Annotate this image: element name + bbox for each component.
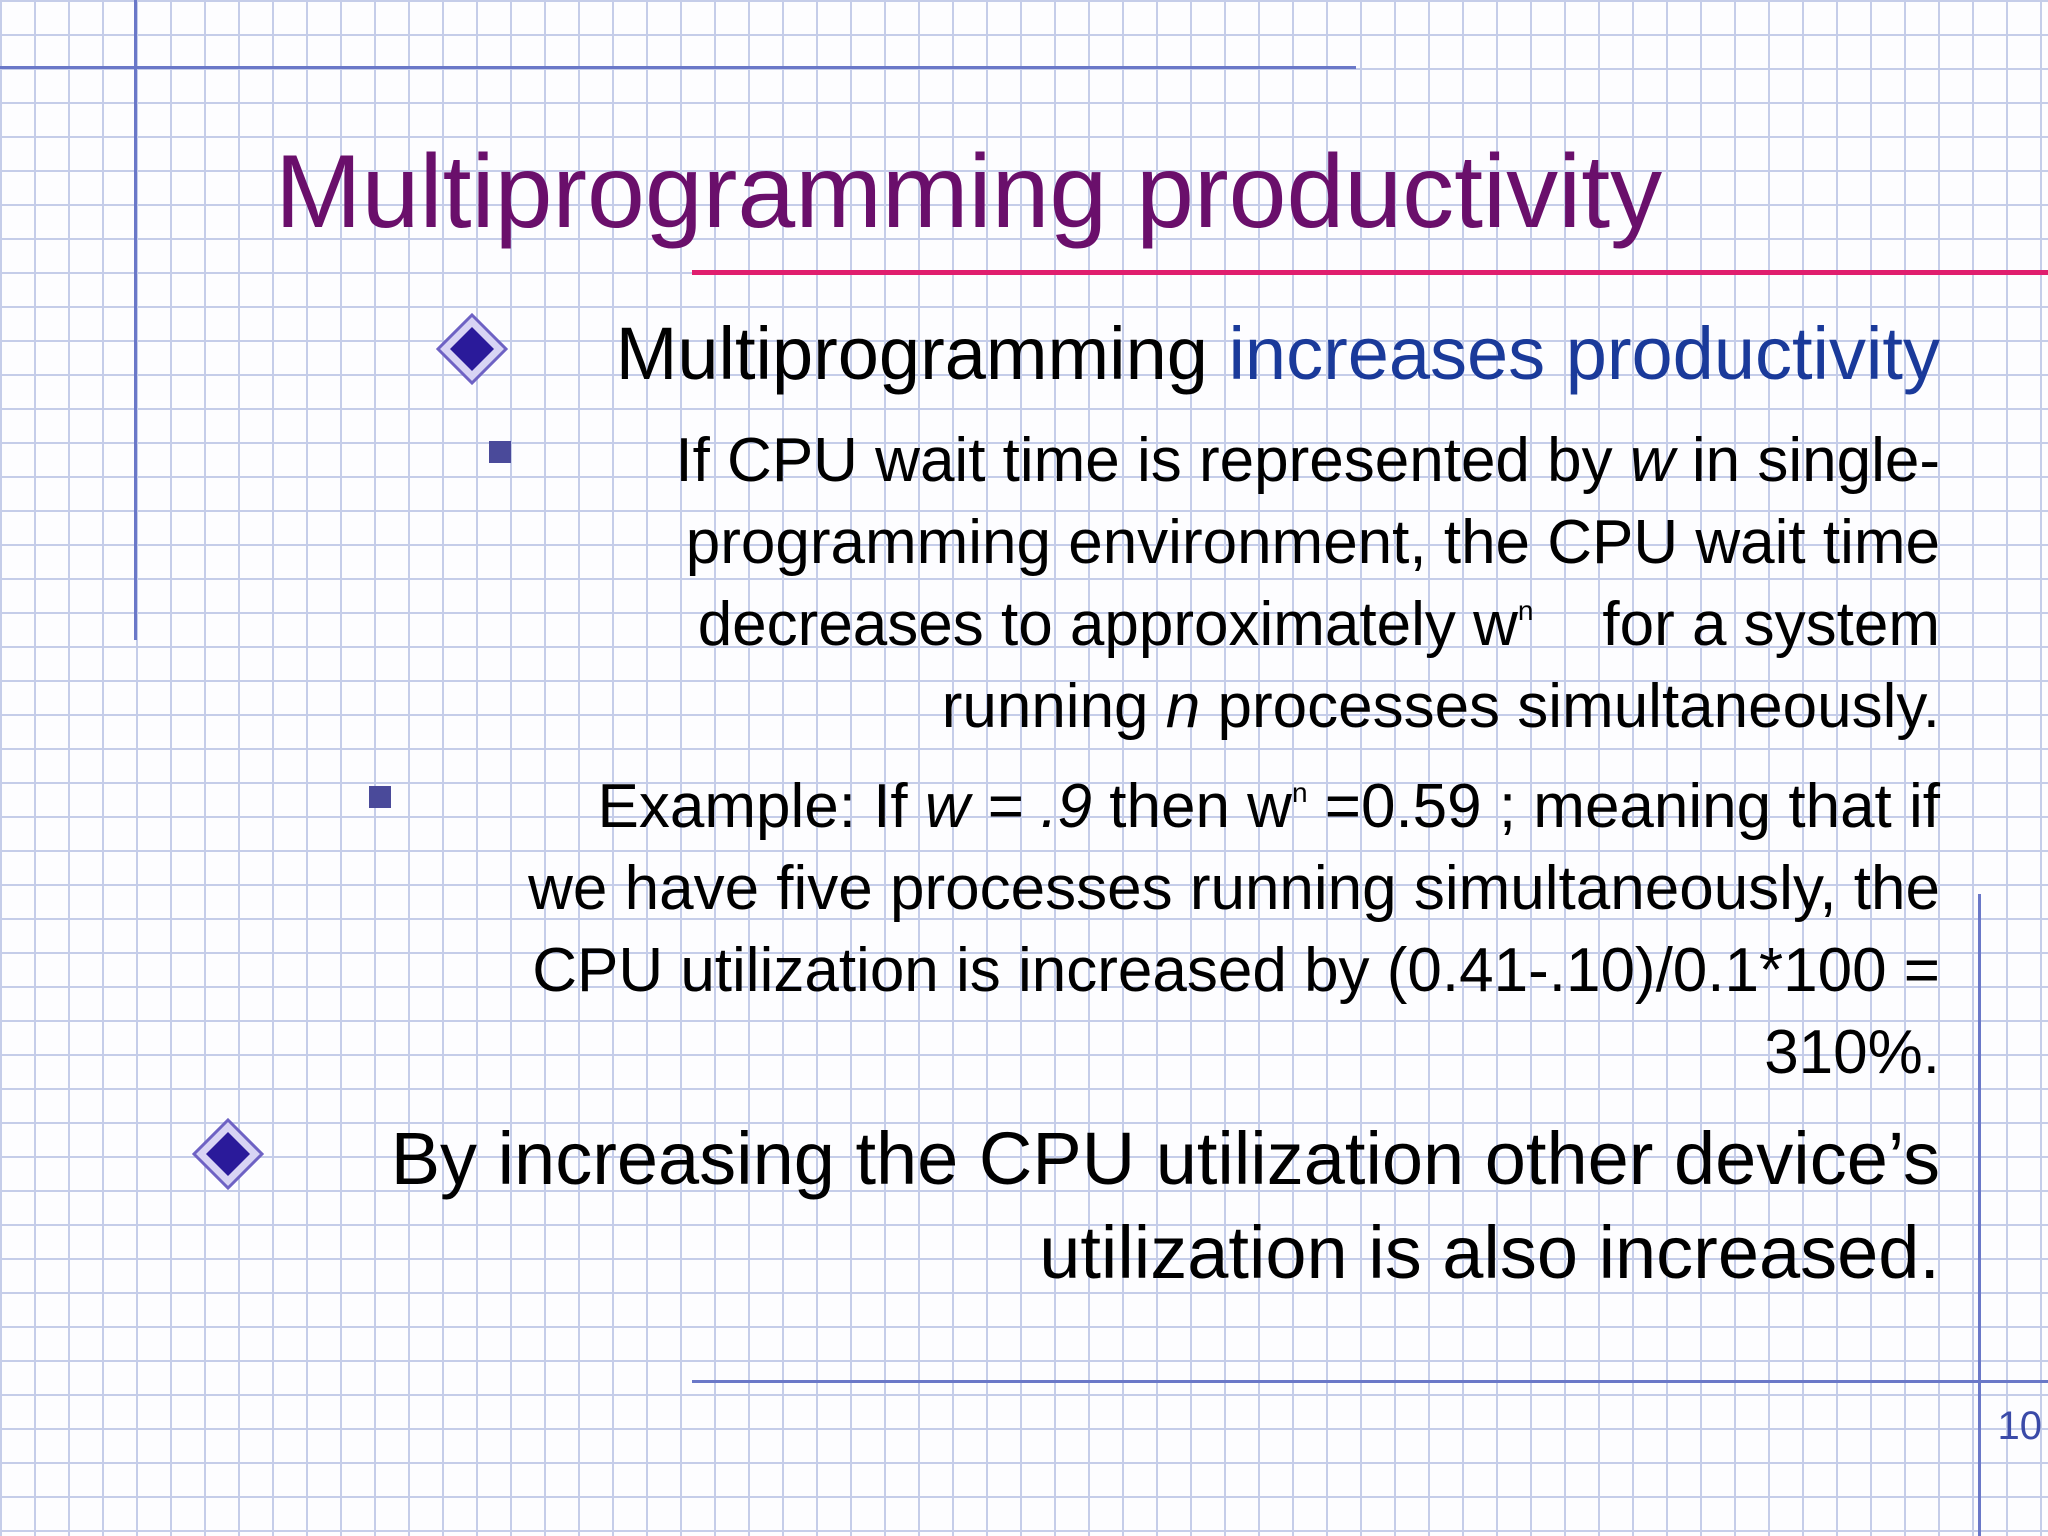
bullet-text: Multiprogramming [615, 312, 1208, 395]
square-bullet-icon [369, 786, 391, 808]
sub2-line2: we have five processes running simultane… [528, 854, 1940, 923]
bullet-highlight: increases productivity [1228, 312, 1940, 395]
diamond-bullet-icon [192, 1118, 264, 1190]
bullet-multiprogramming: Multiprogramming increases productivity [616, 312, 1940, 396]
page-number: 10 [1997, 1404, 2043, 1448]
sub2-line3: CPU utilization is increased by (0.41-.1… [532, 936, 1940, 1005]
title-underline [692, 270, 2048, 275]
sub-bullet-example: Example: If w = .9 then wn =0.59 ; meani… [290, 766, 1940, 1094]
sub2-line4: 310%. [1764, 1018, 1940, 1087]
sub2-line1: Example: If w = .9 then wn =0.59 ; meani… [597, 772, 1940, 841]
sub1-line4: running n processes simultaneously. [941, 672, 1940, 741]
vertical-rule-left [134, 0, 137, 640]
bullet-device-utilization: By increasing the CPU utilization other … [391, 1112, 1940, 1300]
sub1-line1: If CPU wait time is represented by w in … [675, 426, 1940, 495]
slide-title: Multiprogramming productivity [275, 134, 1663, 250]
horizontal-rule-bottom [692, 1380, 2048, 1383]
sub1-line3: decreases to approximately wn for a syst… [697, 590, 1940, 659]
horizontal-rule-top [0, 66, 1356, 69]
vertical-rule-right [1978, 894, 1981, 1536]
bullet2-line1: By increasing the CPU utilization other … [390, 1117, 1940, 1200]
bullet2-line2: utilization is also increased. [1039, 1211, 1940, 1294]
sub-bullet-wait-time: If CPU wait time is represented by w in … [540, 420, 1940, 748]
square-bullet-icon [489, 441, 511, 463]
sub1-line2: programming environment, the CPU wait ti… [685, 508, 1940, 577]
diamond-bullet-icon [436, 313, 508, 385]
